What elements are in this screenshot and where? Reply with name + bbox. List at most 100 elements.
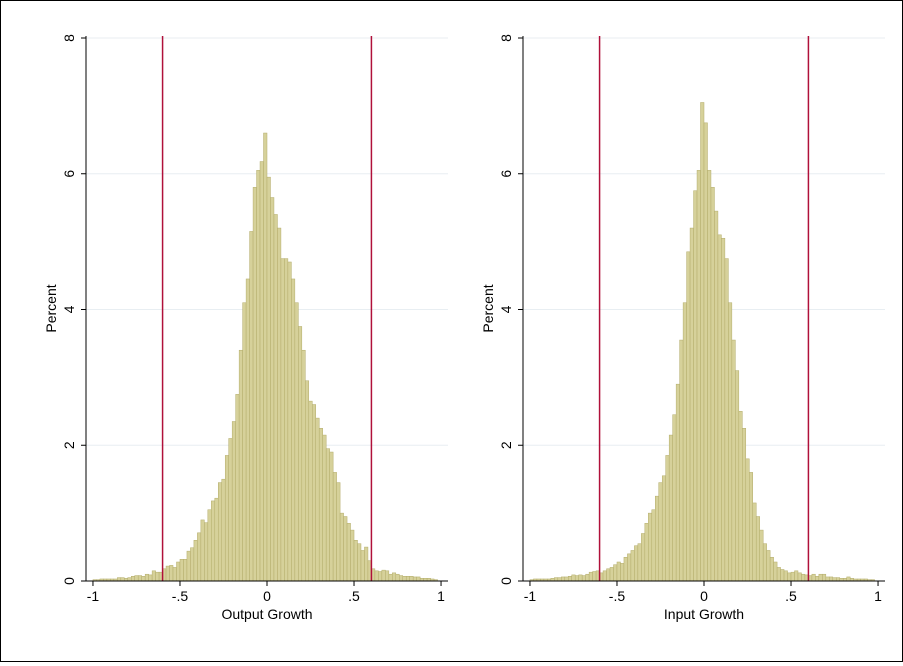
histogram-bar — [339, 512, 344, 582]
histogram-bar — [193, 540, 198, 582]
histogram-bar — [634, 545, 639, 582]
histogram-bar — [332, 472, 337, 582]
x-tick-label: .5 — [348, 588, 360, 604]
histogram-bar — [231, 421, 236, 582]
histogram-bar — [298, 326, 303, 582]
histogram-bar — [214, 497, 219, 582]
histogram-bar — [815, 575, 820, 582]
histogram-bar — [588, 571, 593, 582]
histogram-bar — [749, 472, 753, 582]
histogram-bar — [564, 576, 569, 582]
x-tick-label: -.5 — [172, 588, 189, 604]
y-tick-label: 4 — [498, 305, 514, 313]
y-axis-title: Percent — [43, 284, 59, 332]
histogram-bar — [661, 475, 666, 582]
histogram-bar — [385, 570, 390, 582]
histogram-bar — [742, 428, 747, 582]
x-tick-label: -1 — [524, 588, 537, 604]
histogram-bar — [252, 187, 257, 582]
histogram-bar — [571, 574, 576, 582]
histogram-bar — [832, 577, 837, 582]
histogram-bar — [689, 227, 694, 582]
histogram-bar — [259, 161, 264, 582]
x-tick-label: .5 — [785, 588, 797, 604]
histogram-bar — [797, 572, 802, 582]
histogram-bar — [616, 561, 621, 582]
histogram-bar — [207, 509, 212, 582]
histogram-bar — [134, 575, 139, 582]
histogram-bar — [693, 190, 698, 582]
histogram-bar — [322, 434, 327, 582]
histogram-bar — [752, 502, 757, 582]
histogram-bar — [137, 575, 142, 582]
histogram-bar — [766, 550, 771, 582]
histogram-bar — [581, 575, 586, 582]
histogram-bar — [700, 102, 705, 582]
histogram-bar — [602, 570, 607, 582]
histogram-bar — [211, 500, 216, 582]
y-tick-label: 4 — [61, 305, 77, 313]
histogram-bar — [360, 550, 365, 582]
x-tick-label: 1 — [874, 588, 882, 604]
histogram-bar — [696, 170, 701, 582]
histogram-bar — [399, 575, 403, 582]
y-tick-label: 6 — [61, 170, 77, 178]
panel-2: 0 2 4 6 8 -1 -.5 0 .5 1 Input Growth Percent — [480, 34, 885, 622]
y-tick-label: 0 — [498, 577, 514, 585]
x-tick-label: 0 — [263, 588, 271, 604]
histogram-bar — [682, 302, 687, 582]
histogram-bar — [655, 495, 659, 582]
histogram-bar — [392, 572, 397, 582]
histogram-bar — [291, 278, 296, 582]
histogram-bar — [270, 197, 275, 582]
histogram-bar — [155, 571, 160, 582]
histogram-bar — [204, 522, 209, 582]
histogram-bar — [266, 176, 271, 582]
histogram-bar — [703, 122, 708, 582]
histogram-bar — [402, 575, 407, 582]
histogram-bar — [773, 561, 778, 582]
x-tick-label: -.5 — [609, 588, 626, 604]
histogram-bar — [357, 543, 362, 582]
histogram-bar — [280, 258, 285, 582]
x-tick-label: -1 — [87, 588, 100, 604]
histogram-bar — [284, 258, 289, 582]
histogram-bar — [790, 571, 795, 582]
histogram-bar — [127, 577, 132, 582]
histogram-bar — [554, 577, 559, 582]
histogram-bar — [801, 573, 806, 582]
histogram-bar — [574, 575, 579, 582]
histogram-bar — [568, 575, 572, 582]
histogram-bar — [675, 383, 680, 582]
histogram-bar — [301, 349, 306, 582]
histogram-bar — [818, 573, 823, 582]
histogram-bar — [735, 370, 740, 582]
histogram-bar — [769, 556, 774, 582]
histogram-bar — [811, 573, 816, 582]
histogram-bar — [651, 509, 656, 582]
histogram-bar — [658, 482, 663, 582]
histogram-bar — [606, 568, 611, 582]
histogram-bar — [557, 577, 562, 582]
histogram-bar — [648, 512, 653, 582]
histogram-bar — [822, 573, 827, 582]
y-tick-label: 8 — [61, 34, 77, 42]
histogram-bar — [561, 576, 566, 582]
histogram-bar — [294, 302, 299, 582]
histogram-bar — [312, 404, 316, 582]
histogram-bar — [759, 529, 764, 582]
histogram-bar — [277, 227, 282, 582]
histogram-bar — [679, 339, 684, 582]
histogram-bar — [200, 519, 205, 582]
histogram-bar — [641, 533, 646, 582]
histogram-bar — [263, 132, 268, 582]
histogram-bar — [714, 210, 719, 582]
histogram-bar — [190, 547, 195, 582]
histogram-bar — [364, 546, 369, 582]
x-tick-label: 0 — [700, 588, 708, 604]
histogram-bar — [721, 237, 726, 582]
histogram-bar — [672, 414, 677, 582]
histogram-bar — [242, 302, 247, 582]
histogram-bar — [378, 571, 383, 582]
